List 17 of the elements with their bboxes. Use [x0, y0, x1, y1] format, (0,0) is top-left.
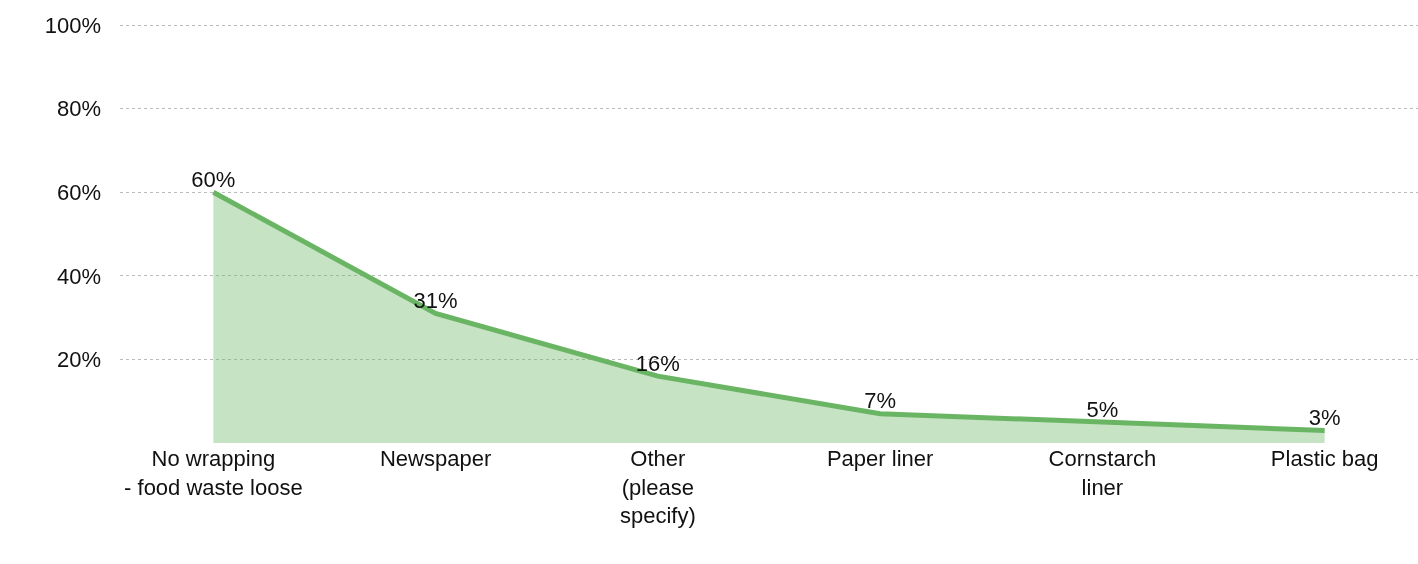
x-tick-label: Plastic bag	[1270, 446, 1379, 471]
data-label: 16%	[635, 350, 680, 376]
x-tick-label: Other (please specify)	[619, 446, 696, 529]
y-tick-label: 80%	[56, 96, 101, 122]
data-label: 5%	[1086, 396, 1119, 422]
data-label: 3%	[1308, 404, 1341, 430]
x-tick-label: Paper liner	[826, 446, 934, 471]
y-tick-label: 100%	[44, 12, 101, 38]
y-tick-label: 20%	[56, 347, 101, 373]
y-tick-label: 60%	[56, 179, 101, 205]
y-tick-label: 40%	[56, 263, 101, 289]
x-tick-label: Newspaper	[379, 446, 492, 471]
data-label: 31%	[413, 287, 458, 313]
data-label: 60%	[191, 166, 236, 192]
data-label: 7%	[864, 388, 897, 414]
x-tick-label: Cornstarch liner	[1048, 446, 1157, 500]
x-tick-label: No wrapping - food waste loose	[124, 446, 303, 500]
